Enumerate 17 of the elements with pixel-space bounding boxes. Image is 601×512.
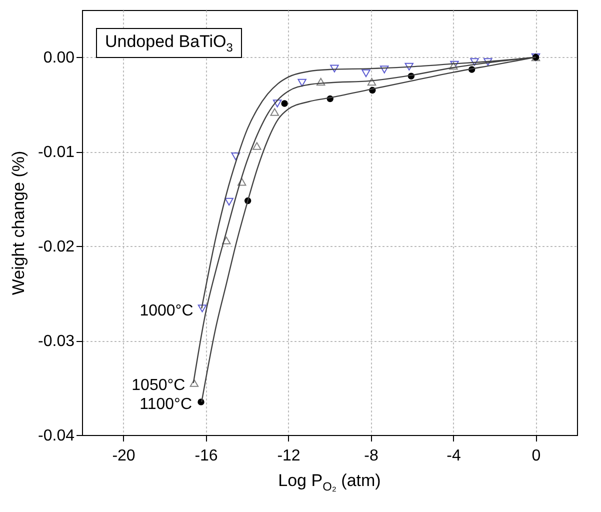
- x-tick-label: -12: [277, 448, 300, 464]
- series-label: 1000°C: [140, 302, 194, 320]
- x-tick-label: -4: [446, 448, 461, 464]
- x-tick-label: 0: [532, 448, 541, 464]
- x-tick-label: -8: [364, 448, 378, 464]
- series-label: 1100°C: [140, 396, 192, 413]
- series-label: 1050°C: [132, 377, 186, 394]
- x-tick-label: -16: [194, 448, 218, 464]
- y-tick-label: -0.02: [38, 238, 75, 256]
- annotation: Undoped BaTiO$_{3}$: [96, 28, 242, 58]
- x-axis-title: Log P$_{O₂}$ (atm): [277, 471, 382, 494]
- x-tick-label: -20: [112, 448, 136, 464]
- y-tick-label: -0.01: [38, 144, 75, 162]
- y-tick-label: -0.03: [38, 333, 75, 350]
- y-axis-title: Weight change (%): [9, 150, 28, 296]
- y-tick-label: 0.00: [43, 50, 75, 67]
- y-tick-label: -0.04: [38, 428, 75, 444]
